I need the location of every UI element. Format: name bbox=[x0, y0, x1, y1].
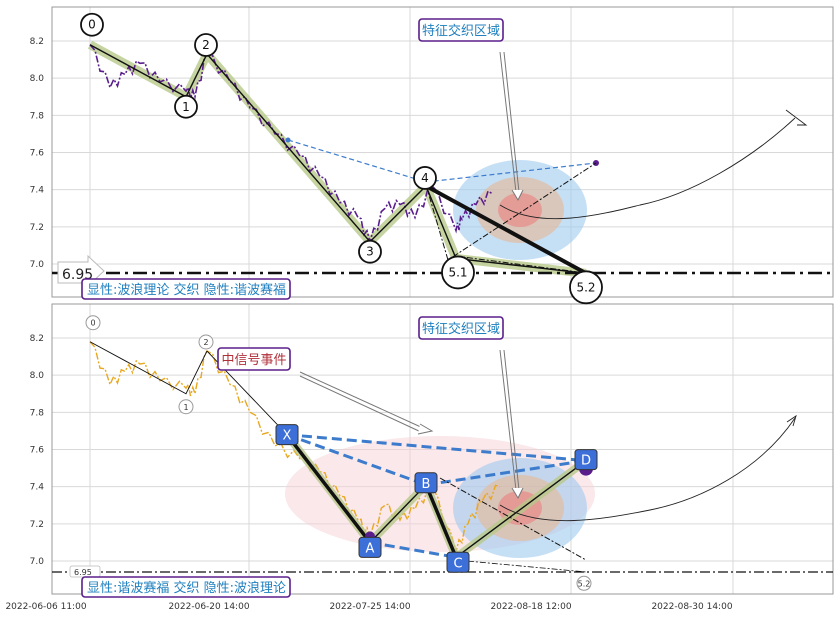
wave-point-label: 3 bbox=[366, 245, 374, 259]
wave-point-label: 0 bbox=[88, 18, 96, 32]
harmonic-dashed bbox=[286, 433, 427, 487]
harmonic-point-label: D bbox=[581, 454, 591, 469]
y-tick-label: 7.4 bbox=[30, 483, 45, 493]
bottom-legend: 显性:谐波赛福 交织 隐性:波浪理论 bbox=[81, 576, 291, 598]
x-tick-labels: 2022-06-06 11:00 2022-06-20 14:00 2022-07-… bbox=[5, 602, 732, 612]
wave-point-0: 0 bbox=[80, 12, 104, 37]
wave-point-4: 4 bbox=[413, 166, 437, 190]
y-tick-label: 7.2 bbox=[30, 520, 44, 530]
top-annotation-text: 特征交织区域 bbox=[422, 23, 500, 39]
x-tick-label: 2022-07-25 14:00 bbox=[329, 602, 410, 612]
bottom-support-label: 6.95 bbox=[74, 568, 92, 577]
top-panel-grid bbox=[52, 7, 833, 297]
wave-point-1: 1 bbox=[178, 399, 194, 415]
wave-point-2: 2 bbox=[194, 33, 218, 57]
y-tick-label: 7.4 bbox=[30, 186, 45, 196]
wave-point-5.2: 5.2 bbox=[569, 270, 603, 305]
wave-point-label: 0 bbox=[90, 319, 95, 328]
harmonic-point-label: B bbox=[422, 477, 431, 492]
y-tick-label: 7.0 bbox=[30, 557, 45, 567]
bottom-support-tag: 6.95 bbox=[69, 565, 101, 578]
top-panel-frame bbox=[51, 6, 834, 298]
harmonic-point-label: X bbox=[283, 429, 292, 444]
y-tick-label: 8.0 bbox=[30, 74, 45, 84]
y-tick-label: 8.2 bbox=[30, 334, 44, 344]
y-tick-label: 7.0 bbox=[30, 260, 45, 270]
y-tick-label: 8.0 bbox=[30, 371, 45, 381]
top-y-ticks: 7.0 7.2 7.4 7.6 7.8 8.0 8.2 bbox=[30, 37, 45, 270]
bottom-annotation-zone: 特征交织区域 bbox=[418, 316, 524, 500]
harmonic-point-A: A bbox=[358, 536, 382, 558]
bottom-wave-labels: 0 1 2 5.2 bbox=[85, 315, 592, 591]
harmonic-point-D: D bbox=[574, 449, 598, 471]
wave-point-label: 1 bbox=[183, 403, 188, 412]
top-projection-lines bbox=[285, 109, 808, 274]
top-legend: 显性:波浪理论 交织 隐性:谐波赛福 bbox=[81, 278, 291, 300]
x-tick-label: 2022-06-20 14:00 bbox=[168, 602, 249, 612]
harmonic-dashed bbox=[286, 433, 587, 463]
bottom-harmonic-labels: X A B C D bbox=[275, 424, 598, 573]
wave-point-label: 5.2 bbox=[576, 280, 595, 294]
y-tick-label: 8.2 bbox=[30, 37, 44, 47]
y-tick-label: 7.6 bbox=[30, 149, 45, 159]
wave-point-5.2: 5.2 bbox=[576, 575, 592, 591]
wave-point-5.1: 5.1 bbox=[441, 255, 475, 290]
wave-point-label: 2 bbox=[202, 38, 210, 52]
bottom-legend-text: 显性:谐波赛福 交织 隐性:波浪理论 bbox=[87, 580, 286, 596]
bottom-annotation-signal-text: 中信号事件 bbox=[221, 353, 286, 368]
wave-point-label: 1 bbox=[182, 100, 190, 114]
y-tick-label: 7.6 bbox=[30, 446, 45, 456]
wave-point-1: 1 bbox=[174, 94, 198, 119]
wave-point-3: 3 bbox=[358, 239, 382, 264]
top-annotation: 特征交织区域 bbox=[418, 18, 524, 202]
x-tick-label: 2022-08-18 12:00 bbox=[490, 602, 571, 612]
harmonic-point-label: A bbox=[366, 541, 375, 556]
y-tick-label: 7.8 bbox=[30, 408, 45, 418]
top-legend-text: 显性:波浪理论 交织 隐性:谐波赛福 bbox=[87, 282, 286, 298]
wave-point-0: 0 bbox=[85, 315, 101, 331]
bottom-annotation-zone-text: 特征交织区域 bbox=[422, 321, 500, 337]
x-tick-label: 2022-08-30 14:00 bbox=[651, 602, 732, 612]
harmonic-leg bbox=[285, 433, 372, 544]
bottom-harmonic-pattern bbox=[283, 432, 593, 561]
y-tick-label: 7.8 bbox=[30, 111, 45, 121]
bottom-panel-frame bbox=[51, 303, 834, 595]
bottom-wave-path bbox=[89, 341, 208, 395]
x-tick-label: 2022-06-06 11:00 bbox=[5, 602, 86, 612]
bottom-y-ticks: 7.0 7.2 7.4 7.6 7.8 8.0 8.2 bbox=[30, 334, 45, 567]
harmonic-point-X: X bbox=[275, 424, 299, 446]
harmonic-point-C: C bbox=[446, 551, 470, 573]
harmonic-leg-thin bbox=[369, 484, 427, 543]
harmonic-leg bbox=[424, 484, 458, 558]
wave-point-2: 2 bbox=[198, 334, 214, 350]
harmonic-point-label: C bbox=[453, 556, 462, 571]
bottom-projection-lines bbox=[439, 414, 797, 573]
top-wave-labels: 0 1 2 3 4 5.1 5.2 bbox=[80, 12, 603, 305]
y-tick-label: 7.2 bbox=[30, 223, 44, 233]
harmonic-dashed bbox=[425, 459, 587, 487]
harmonic-leg-thin bbox=[455, 460, 587, 558]
harmonic-point-B: B bbox=[414, 472, 438, 494]
bottom-annotation-signal: 中信号事件 bbox=[217, 347, 434, 435]
wave-point-label: 2 bbox=[203, 338, 208, 347]
wave-point-label: 5.1 bbox=[448, 265, 467, 279]
wave-point-label: 4 bbox=[421, 171, 429, 185]
wave-point-label: 5.2 bbox=[578, 579, 591, 588]
